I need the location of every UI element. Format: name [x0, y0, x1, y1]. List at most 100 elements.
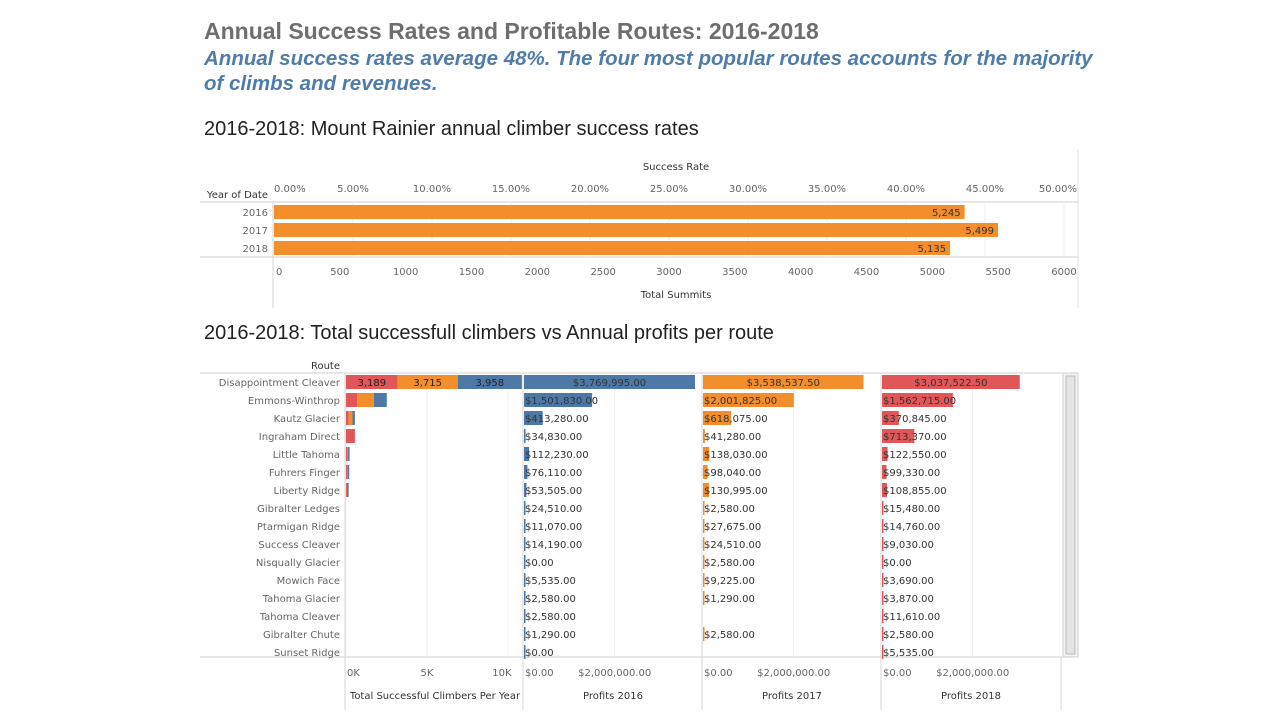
profits-2017-bar [703, 393, 794, 407]
profits-2017-bar [703, 429, 705, 443]
chart1-x-tick: 3000 [656, 267, 681, 278]
chart1-category-label: 2018 [243, 244, 268, 255]
chart1-top-tick: 30.00% [729, 184, 767, 195]
profits-2018-data-label: $122,550.00 [883, 450, 947, 461]
chart1-top-axis-label: Success Rate [643, 162, 709, 173]
climbers-bar-segment [457, 375, 522, 389]
profits-2016-bar [524, 465, 528, 479]
profits-2017-data-label: $130,995.00 [704, 486, 768, 497]
profits-2016-x-tick: $2,000,000.00 [578, 668, 651, 679]
climbers-bar-segment [348, 447, 350, 461]
chart1-bar [274, 223, 999, 237]
profits-2016-data-label: $3,769,995.00 [573, 378, 646, 389]
chart1-bar [274, 241, 951, 255]
profits-2017-x-tick: $2,000,000.00 [757, 668, 830, 679]
chart2-route-label: Little Tahoma [273, 450, 340, 461]
chart1-data-label: 5,135 [917, 244, 946, 255]
profits-2016-bar [524, 645, 526, 659]
profits-2018-bar [882, 609, 884, 623]
profits-2017-bar [703, 591, 705, 605]
climbers-bar-segment [373, 393, 387, 407]
profits-2017-bar [703, 483, 709, 497]
chart2-route-label: Ingraham Direct [259, 432, 340, 443]
profits-2016-bar [524, 591, 526, 605]
profits-2018-data-label: $370,845.00 [883, 414, 947, 425]
chart1-top-tick: 35.00% [808, 184, 846, 195]
chart1-x-tick: 2500 [590, 267, 615, 278]
chart2-route-label: Mowich Face [277, 576, 340, 587]
profits-2017-data-label: $1,290.00 [704, 594, 755, 605]
page-subtitle: Annual success rates average 48%. The fo… [204, 47, 1093, 95]
profits-2016-data-label: $2,580.00 [525, 594, 576, 605]
climbers-bar-segment [348, 411, 353, 425]
profits-2018-bar [882, 645, 884, 659]
profits-2018-bar [882, 393, 953, 407]
profits-2018-x-tick: $2,000,000.00 [936, 668, 1009, 679]
profits-2018-bar [882, 411, 899, 425]
chart1-row-header: Year of Date [206, 190, 268, 201]
chart2-route-label: Kautz Glacier [274, 414, 341, 425]
profits-2018-bar [882, 627, 884, 641]
climbers-data-label: 3,958 [475, 378, 504, 389]
profits-2017-data-label: $9,225.00 [704, 576, 755, 587]
profits-2017-x-tick: $0.00 [704, 668, 733, 679]
profits-2016-bar [524, 501, 526, 515]
profits-2017-bar [703, 465, 708, 479]
chart1-top-tick: 45.00% [966, 184, 1004, 195]
profits-2018-x-tick: $0.00 [883, 668, 912, 679]
profits-2017-data-label: $138,030.00 [704, 450, 768, 461]
profits-2017-bar [703, 537, 705, 551]
profits-2018-data-label: $99,330.00 [883, 468, 940, 479]
profits-2016-bar [524, 483, 527, 497]
chart1-x-tick: 2000 [525, 267, 550, 278]
profits-2016-bar [524, 627, 526, 641]
chart1-x-tick: 4000 [788, 267, 813, 278]
chart1-x-tick: 6000 [1051, 267, 1076, 278]
climbers-bar-segment [346, 411, 349, 425]
profits-2018-data-label: $9,030.00 [883, 540, 934, 551]
chart1-top-tick: 10.00% [413, 184, 451, 195]
profits-2017-data-label: $27,675.00 [704, 522, 761, 533]
chart1-category-label: 2016 [243, 208, 268, 219]
profits-2018-bar [882, 573, 884, 587]
profits-2016-data-label: $0.00 [525, 558, 554, 569]
profits-2016-bar [524, 555, 526, 569]
profits-2018-data-label: $1,562,715.00 [883, 396, 956, 407]
climbers-data-label: 3,189 [357, 378, 386, 389]
profits-2017-data-label: $2,001,825.00 [704, 396, 777, 407]
profits-2018-bar [882, 501, 884, 515]
chart2-route-label: Liberty Ridge [273, 486, 340, 497]
chart1-top-tick: 0.00% [274, 184, 306, 195]
chart2-route-label: Nisqually Glacier [256, 558, 341, 569]
climbers-bar-segment [346, 429, 355, 443]
profits-2017-data-label: $41,280.00 [704, 432, 761, 443]
profits-2017-data-label: $2,580.00 [704, 504, 755, 515]
chart2-route-label: Disappointment Cleaver [219, 378, 341, 389]
climbers-bar-segment [357, 393, 374, 407]
chart1-x-tick: 5000 [920, 267, 945, 278]
climbers-bar-segment [397, 375, 458, 389]
chart1-top-tick: 40.00% [887, 184, 925, 195]
profits-2016-data-label: $2,580.00 [525, 612, 576, 623]
profits-2016-data-label: $1,501,830.00 [525, 396, 598, 407]
climbers-x-axis-label: Total Successful Climbers Per Year [349, 691, 521, 702]
profits-2016-bar [524, 609, 526, 623]
profits-2016-data-label: $112,230.00 [525, 450, 589, 461]
chart1-x-tick: 4500 [854, 267, 879, 278]
chart2-route-label: Tahoma Glacier [262, 594, 341, 605]
profits-2016-data-label: $76,110.00 [525, 468, 582, 479]
profits-2016-bar [524, 537, 526, 551]
profits-2018-bar [882, 591, 884, 605]
profits-2018-data-label: $0.00 [883, 558, 912, 569]
chart1-bar [274, 205, 965, 219]
chart1-top-tick: 20.00% [571, 184, 609, 195]
profits-2018-data-label: $713,370.00 [883, 432, 947, 443]
profits-2016-bar [524, 573, 526, 587]
climbers-x-tick: 10K [492, 668, 512, 679]
profits-2016-bar [524, 393, 593, 407]
profits-2018-bar [882, 483, 887, 497]
climbers-x-tick: 5K [420, 668, 433, 679]
profits-2016-data-label: $413,280.00 [525, 414, 589, 425]
chart1-title: 2016-2018: Mount Rainier annual climber … [204, 118, 699, 140]
